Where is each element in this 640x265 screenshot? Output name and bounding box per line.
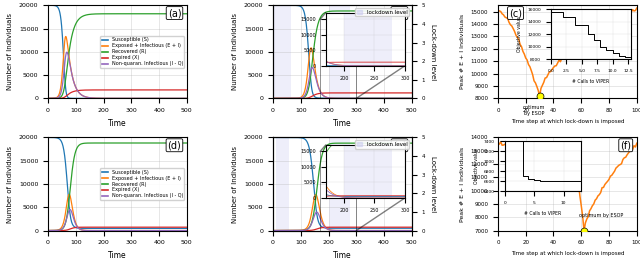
Y-axis label: Number of Individuals: Number of Individuals	[7, 13, 13, 90]
Text: optimum by ESOP: optimum by ESOP	[579, 214, 623, 218]
Text: (a): (a)	[168, 8, 181, 18]
Bar	[276, 138, 289, 231]
Text: (f): (f)	[620, 140, 631, 150]
Y-axis label: Lock-down level: Lock-down level	[430, 156, 436, 212]
Y-axis label: Number of Individuals: Number of Individuals	[232, 145, 238, 223]
Y-axis label: Lock-down level: Lock-down level	[430, 24, 436, 80]
X-axis label: Time: Time	[108, 251, 127, 260]
Text: (d): (d)	[168, 140, 181, 150]
Bar	[328, 138, 351, 231]
X-axis label: Time step at which lock-down is imposed: Time step at which lock-down is imposed	[511, 251, 624, 256]
Legend: Susceptible (S), Exposed + Infectious (E + I), Recovered (R), Expired (X), Non-q: Susceptible (S), Exposed + Infectious (E…	[100, 36, 184, 68]
Y-axis label: Number of Individuals: Number of Individuals	[232, 13, 238, 90]
Legend: lockdown level: lockdown level	[355, 140, 409, 149]
X-axis label: Time: Time	[108, 119, 127, 128]
Text: (c): (c)	[509, 8, 522, 18]
X-axis label: Time: Time	[333, 119, 352, 128]
Y-axis label: Number of Individuals: Number of Individuals	[7, 145, 13, 223]
Text: (e): (e)	[393, 140, 406, 150]
Bar	[328, 5, 351, 98]
Y-axis label: Peak # E + I Individuals: Peak # E + I Individuals	[460, 14, 465, 89]
Bar	[320, 151, 356, 231]
Bar	[320, 19, 356, 98]
Y-axis label: Peak # E + I Individuals: Peak # E + I Individuals	[460, 147, 465, 222]
Text: optimum
by ESOP: optimum by ESOP	[523, 105, 545, 116]
Text: (b): (b)	[392, 8, 406, 18]
Legend: Susceptible (S), Exposed + Infectious (E + I), Recovered (R), Expired (X), Non-q: Susceptible (S), Exposed + Infectious (E…	[100, 168, 184, 200]
Bar	[275, 5, 291, 98]
Legend: lockdown level: lockdown level	[355, 8, 409, 16]
X-axis label: Time step at which lock-down is imposed: Time step at which lock-down is imposed	[511, 119, 624, 124]
X-axis label: Time: Time	[333, 251, 352, 260]
